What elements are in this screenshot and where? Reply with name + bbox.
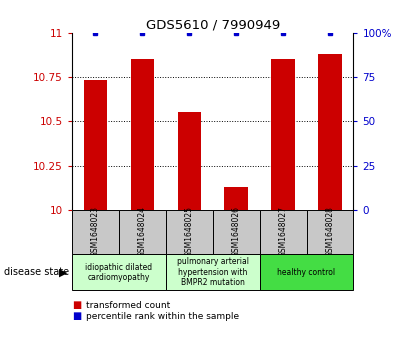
Text: idiopathic dilated
cardiomyopathy: idiopathic dilated cardiomyopathy <box>85 262 152 282</box>
Bar <box>178 113 201 210</box>
Text: GSM1648025: GSM1648025 <box>185 207 194 257</box>
Bar <box>131 59 154 210</box>
Text: GSM1648026: GSM1648026 <box>232 207 241 257</box>
Text: healthy control: healthy control <box>277 268 336 277</box>
Bar <box>119 210 166 254</box>
Text: GSM1648023: GSM1648023 <box>91 207 100 257</box>
Text: percentile rank within the sample: percentile rank within the sample <box>86 312 240 321</box>
Bar <box>260 210 307 254</box>
Bar <box>271 59 295 210</box>
Bar <box>307 210 353 254</box>
Text: GSM1648024: GSM1648024 <box>138 207 147 257</box>
Text: ■: ■ <box>72 311 81 321</box>
Bar <box>166 210 213 254</box>
Bar <box>224 187 248 210</box>
Text: pulmonary arterial
hypertension with
BMPR2 mutation: pulmonary arterial hypertension with BMP… <box>177 257 249 287</box>
Text: disease state: disease state <box>4 267 69 277</box>
Title: GDS5610 / 7990949: GDS5610 / 7990949 <box>145 19 280 32</box>
Text: transformed count: transformed count <box>86 301 171 310</box>
Bar <box>318 54 342 210</box>
Text: GSM1648027: GSM1648027 <box>279 207 288 257</box>
Bar <box>213 210 260 254</box>
Bar <box>72 210 119 254</box>
Text: ■: ■ <box>72 300 81 310</box>
Text: GSM1648028: GSM1648028 <box>326 207 335 257</box>
Text: ▶: ▶ <box>60 267 68 277</box>
Bar <box>84 81 107 210</box>
